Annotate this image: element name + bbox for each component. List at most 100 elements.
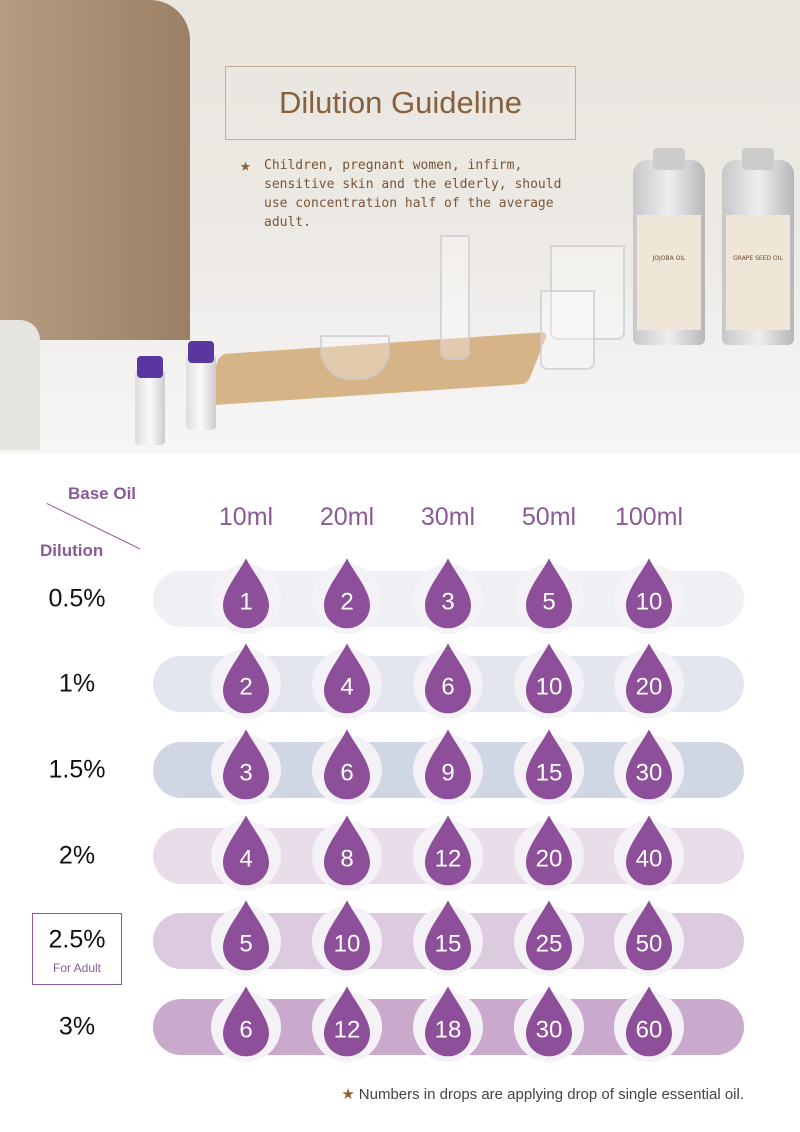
drop-count: 15	[535, 759, 563, 787]
drop-cell: 12	[425, 815, 471, 886]
drop-count: 12	[434, 845, 462, 873]
jojoba-oil-bottle: JOJOBA OIL	[633, 148, 705, 345]
drop-cell: 60	[626, 986, 672, 1057]
drop-count: 4	[239, 845, 253, 873]
corner-base-oil-label: Base Oil	[68, 484, 137, 503]
drop-cell: 10	[324, 900, 370, 971]
drop-icon	[324, 900, 370, 971]
grape-seed-oil-bottle: GRAPE SEED OIL	[722, 148, 794, 345]
row-label: 3%	[58, 1012, 96, 1041]
drop-icon	[324, 815, 370, 886]
drop-icon	[223, 729, 269, 800]
drop-count: 1	[239, 588, 253, 616]
drop-count: 2	[239, 673, 253, 701]
drop-count: 3	[239, 759, 253, 787]
drop-icon	[626, 900, 672, 971]
drop-cell: 30	[626, 729, 672, 800]
drop-cell: 3	[425, 558, 471, 629]
drop-cell: 2	[223, 643, 269, 714]
drop-cell: 30	[526, 986, 572, 1057]
essential-oil-vial	[135, 356, 165, 445]
drop-icon	[425, 815, 471, 886]
drop-cell: 8	[324, 815, 370, 886]
drop-count: 10	[635, 588, 663, 616]
drop-cell: 10	[626, 558, 672, 629]
drop-icon	[324, 558, 370, 629]
column-header: 20ml	[319, 503, 375, 531]
column-header: 50ml	[521, 503, 577, 531]
caution-text: Children, pregnant women, infirm, sensit…	[264, 158, 562, 230]
row-label: 1%	[58, 669, 96, 698]
person-figure	[0, 0, 190, 340]
drop-count: 6	[239, 1016, 253, 1044]
drop-icon	[425, 558, 471, 629]
drop-count: 3	[441, 588, 455, 616]
drop-cell: 25	[526, 900, 572, 971]
drop-icon	[324, 729, 370, 800]
drop-count: 10	[535, 673, 563, 701]
star-icon: ★	[240, 155, 251, 176]
drop-count: 30	[535, 1016, 563, 1044]
drop-cell: 4	[324, 643, 370, 714]
drop-icon	[223, 558, 269, 629]
drop-count: 6	[340, 759, 354, 787]
drop-icon	[526, 729, 572, 800]
drop-count: 18	[434, 1016, 462, 1044]
drop-icon	[425, 986, 471, 1057]
drop-icon	[626, 558, 672, 629]
row-label: 1.5%	[48, 755, 106, 784]
hero-photo: JOJOBA OIL GRAPE SEED OIL Dilution Guide…	[0, 0, 800, 453]
drop-count: 10	[333, 930, 361, 958]
drop-count: 4	[340, 673, 354, 701]
drop-count: 50	[635, 930, 663, 958]
drop-icon	[626, 643, 672, 714]
column-header: 30ml	[420, 503, 476, 531]
drop-count: 30	[635, 759, 663, 787]
drop-count: 40	[635, 845, 663, 873]
beaker-small	[540, 290, 595, 370]
drop-count: 20	[535, 845, 563, 873]
adult-highlight-box	[32, 913, 122, 985]
drop-count: 60	[635, 1016, 663, 1044]
drop-icon	[626, 815, 672, 886]
graduated-cylinder	[440, 235, 470, 360]
drop-icon	[626, 986, 672, 1057]
drop-cell: 10	[526, 643, 572, 714]
drop-cell: 6	[324, 729, 370, 800]
drop-icon	[526, 815, 572, 886]
drop-count: 20	[635, 673, 663, 701]
drop-icon	[526, 558, 572, 629]
column-header: 100ml	[614, 503, 684, 531]
drop-cell: 5	[223, 900, 269, 971]
row-label: 2.5%	[48, 925, 106, 954]
drop-cell: 20	[526, 815, 572, 886]
drop-cell: 6	[223, 986, 269, 1057]
drop-count: 5	[239, 930, 253, 958]
column-header: 10ml	[218, 503, 274, 531]
drop-cell: 40	[626, 815, 672, 886]
drop-count: 12	[333, 1016, 361, 1044]
drop-cell: 18	[425, 986, 471, 1057]
drop-count: 8	[340, 845, 354, 873]
glass-bowl	[320, 335, 390, 380]
drop-cell: 5	[526, 558, 572, 629]
drop-count: 2	[340, 588, 354, 616]
drop-icon	[526, 900, 572, 971]
drop-icon	[425, 900, 471, 971]
essential-oil-vial	[186, 341, 216, 430]
drop-cell: 6	[425, 643, 471, 714]
drop-icon	[425, 643, 471, 714]
drop-icon	[425, 729, 471, 800]
for-adult-label: For Adult	[52, 961, 102, 975]
drop-icon	[626, 729, 672, 800]
corner-dilution-label: Dilution	[40, 541, 104, 560]
footer-text: Numbers in drops are applying drop of si…	[358, 1086, 744, 1103]
drop-cell: 2	[324, 558, 370, 629]
star-icon: ★	[341, 1086, 355, 1103]
drop-cell: 20	[626, 643, 672, 714]
drop-cell: 12	[324, 986, 370, 1057]
drop-icon	[223, 643, 269, 714]
page-title: Dilution Guideline	[225, 66, 576, 140]
caution-note: ★ Children, pregnant women, infirm, sensi…	[240, 156, 580, 232]
drop-icon	[526, 643, 572, 714]
